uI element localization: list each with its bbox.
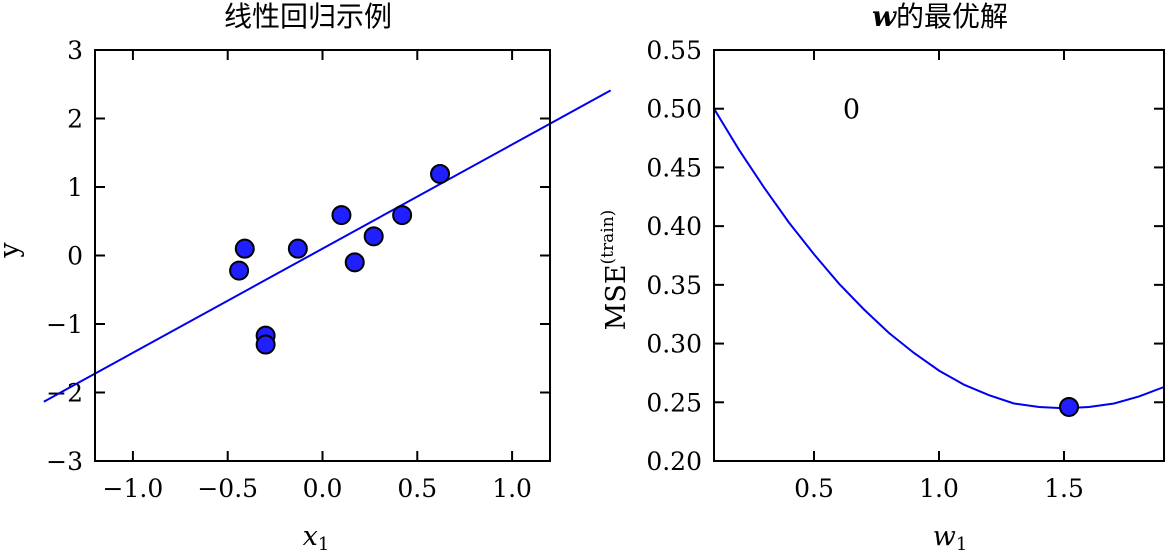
y-tick-label: 0 [67, 242, 83, 271]
data-point [234, 238, 255, 259]
data-point [430, 163, 451, 184]
right-frame [713, 49, 1165, 462]
y-tick-label: 3 [67, 36, 83, 65]
left-plot-area [43, 89, 612, 403]
x-tick-label: −1.0 [103, 474, 164, 503]
x-tick-label: 0.5 [794, 474, 834, 503]
left-ylabel: y [0, 242, 25, 259]
right-xlabel: w1 [933, 521, 968, 551]
data-point [363, 226, 384, 247]
left-title: 线性回归示例 [224, 0, 392, 33]
mse-panel: w的最优解 0.5 1.0 1.50.200.250.300.350.400.450… [598, 0, 1165, 551]
left-frame [94, 49, 551, 462]
x-tick-label: 0.0 [303, 474, 343, 503]
data-point [331, 205, 352, 226]
left-xlabel: x1 [303, 521, 330, 551]
x-tick-label: −0.5 [197, 474, 258, 503]
minimum-point [1059, 396, 1079, 417]
right-ylabel: MSE(train) [598, 210, 632, 331]
x-tick-label: 1.5 [1044, 474, 1084, 503]
fit-line [43, 89, 612, 403]
data-point [229, 260, 250, 281]
data-point [392, 205, 413, 226]
data-point [255, 334, 276, 355]
right-title: w的最优解 [872, 0, 1008, 33]
right-annotation: 0 [843, 95, 860, 126]
y-tick-label: 0.30 [646, 330, 702, 359]
right-ticks: 0.5 1.0 1.5 0.20 0.25 0.30 0.35 0.40 0.45 0.50 0.5… [646, 36, 1164, 503]
data-point [287, 238, 308, 259]
right-plot-area [713, 108, 1165, 417]
x-tick-label: 1.0 [919, 474, 959, 503]
y-tick-label: 0.55 [646, 36, 702, 65]
y-tick-label: 0.45 [646, 153, 702, 182]
y-tick-label: −1 [46, 310, 83, 339]
x-tick-label: 0.5 [397, 474, 437, 503]
y-tick-label: −3 [46, 447, 83, 476]
x-tick-label: 1.0 [492, 474, 532, 503]
y-tick-label: 0.35 [646, 271, 702, 300]
y-tick-label: 0.40 [646, 212, 702, 241]
y-tick-label: 0.25 [646, 388, 702, 417]
y-tick-label: 2 [67, 105, 83, 134]
y-tick-label: 1 [67, 173, 83, 202]
y-tick-label: 0.20 [646, 447, 702, 476]
y-tick-label: 0.50 [646, 95, 702, 124]
mse-curve [713, 108, 1165, 410]
data-point [344, 252, 365, 273]
